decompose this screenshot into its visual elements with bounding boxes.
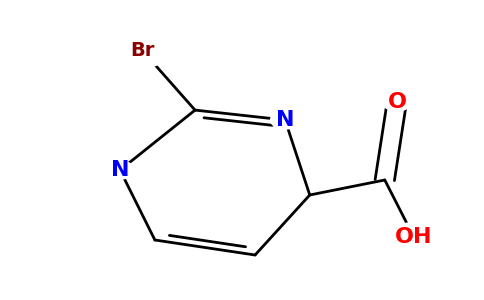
Circle shape <box>391 223 437 251</box>
Text: N: N <box>111 160 129 180</box>
Circle shape <box>116 34 169 68</box>
Circle shape <box>271 111 300 129</box>
Text: Br: Br <box>131 41 155 61</box>
Text: OH: OH <box>395 227 433 247</box>
Circle shape <box>106 161 135 179</box>
Text: O: O <box>387 92 407 112</box>
Text: N: N <box>276 110 294 130</box>
Circle shape <box>382 93 411 111</box>
